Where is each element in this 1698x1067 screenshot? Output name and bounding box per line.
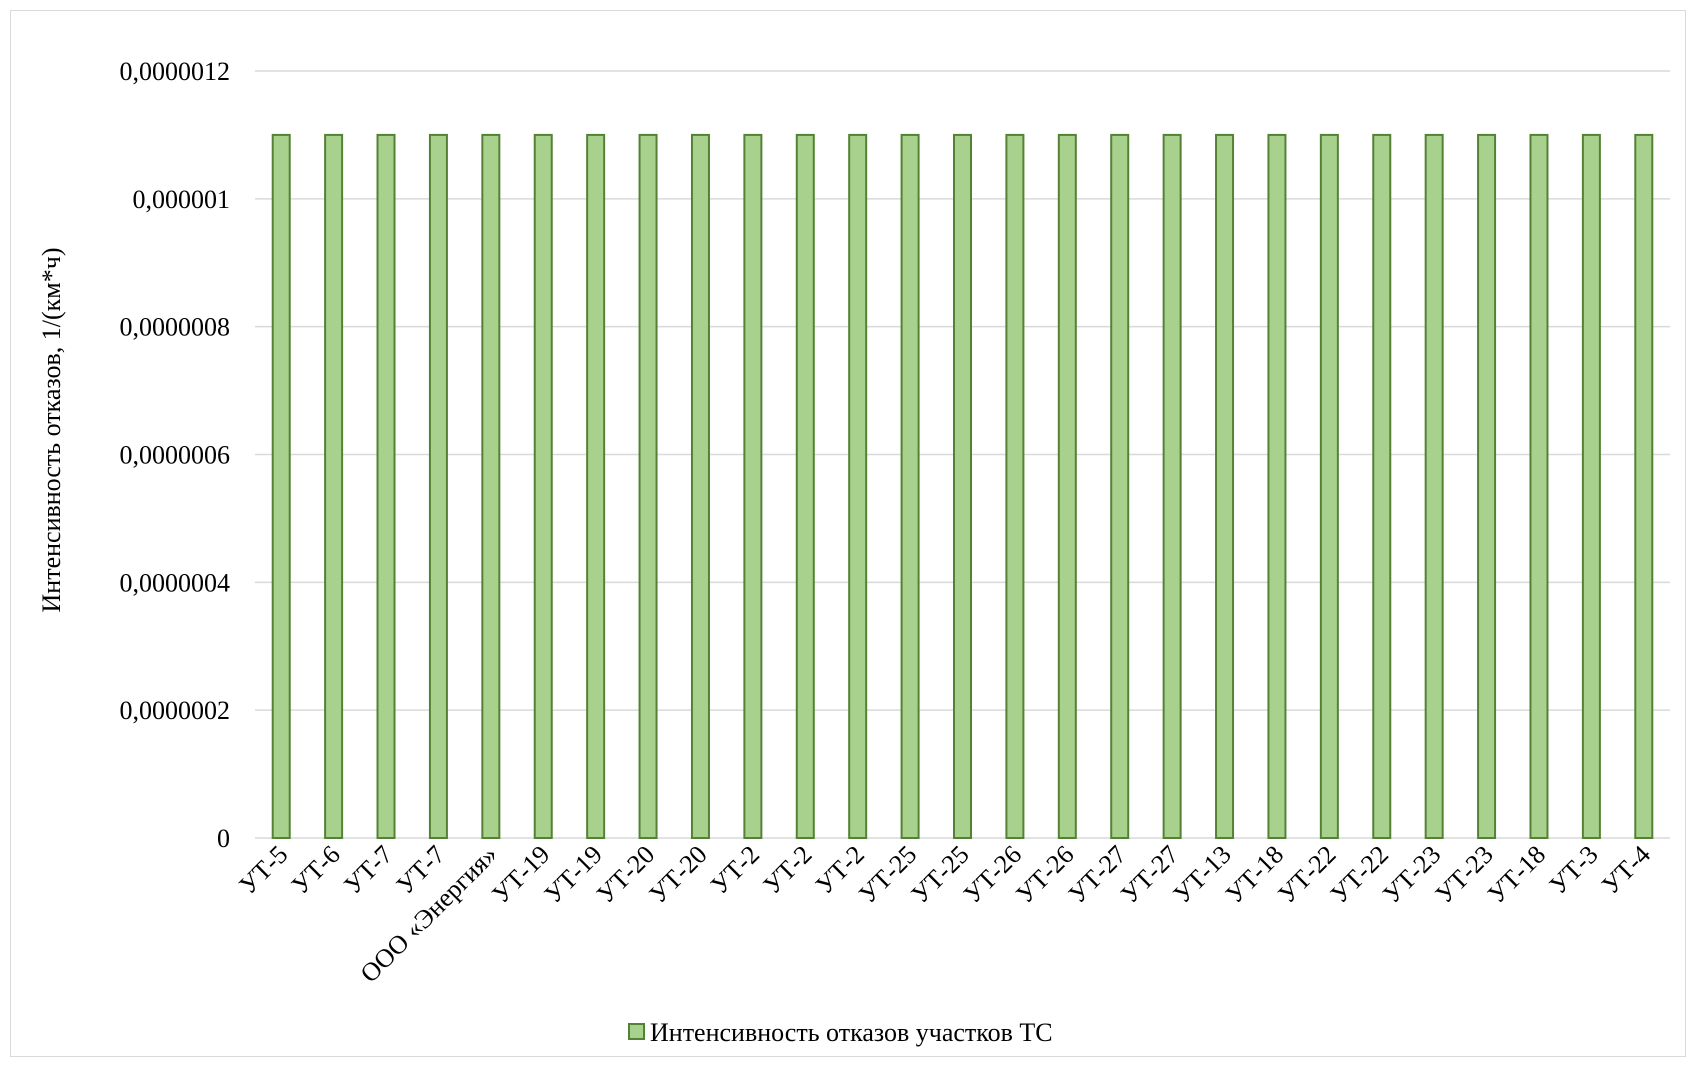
x-tick-label: УТ-7 (338, 840, 398, 900)
x-tick-label: УТ-2 (757, 840, 817, 900)
y-tick-label: 0,000001 (133, 185, 231, 214)
x-tick-label: УТ-18 (1482, 840, 1551, 909)
bar (533, 133, 553, 839)
bar (428, 133, 448, 839)
y-axis-title: Интенсивность отказов, 1/(км*ч) (37, 248, 66, 613)
bar (1162, 133, 1182, 839)
bar (690, 133, 710, 839)
bar (1529, 133, 1549, 839)
x-tick-label: УТ-22 (1272, 840, 1341, 909)
x-tick-label: УТ-4 (1596, 840, 1656, 900)
x-tick-label: УТ-27 (1063, 840, 1132, 909)
bar (586, 133, 606, 839)
bar (324, 133, 344, 839)
x-tick-label: УТ-26 (958, 840, 1027, 909)
x-tick-label: УТ-19 (486, 840, 555, 909)
x-tick-label: УТ-23 (1377, 840, 1446, 909)
x-tick-label: УТ-5 (233, 840, 293, 900)
bar (1477, 133, 1497, 839)
bar (1005, 133, 1025, 839)
legend: Интенсивность отказов участков ТС (628, 1018, 1053, 1047)
bar (1634, 133, 1654, 839)
bar (376, 133, 396, 839)
bar (1581, 133, 1601, 839)
bar (795, 133, 815, 839)
bar (1372, 133, 1392, 839)
x-tick-label: УТ-20 (643, 840, 712, 909)
x-tick-label: УТ-22 (1325, 840, 1394, 909)
bar (638, 133, 658, 839)
x-tick-label: УТ-2 (705, 840, 765, 900)
x-tick-label: УТ-27 (1115, 840, 1184, 909)
legend-swatch (628, 1023, 645, 1040)
bars (271, 133, 1654, 839)
bar (1424, 133, 1444, 839)
y-tick-label: 0,0000002 (120, 696, 231, 725)
y-tick-label: 0,0000008 (120, 313, 231, 342)
y-tick-label: 0,0000012 (120, 57, 231, 86)
bar (481, 133, 501, 839)
x-tick-label: УТ-13 (1168, 840, 1237, 909)
x-tick-label: УТ-23 (1430, 840, 1499, 909)
bar (271, 133, 291, 839)
y-axis-tick-labels: 0 0,0000002 0,0000004 0,0000006 0,0000008 0,0… (120, 57, 231, 853)
y-tick-label: 0,0000006 (120, 441, 231, 470)
bar (1057, 133, 1077, 839)
bar (1319, 133, 1339, 839)
x-tick-label: УТ-26 (1010, 840, 1079, 909)
bar (953, 133, 972, 839)
x-tick-label: УТ-25 (905, 840, 974, 909)
x-tick-label: УТ-20 (591, 840, 660, 909)
x-tick-label: УТ-6 (286, 840, 346, 900)
x-tick-label: УТ-25 (853, 840, 922, 909)
bar (1215, 133, 1235, 839)
x-tick-label: УТ-3 (1544, 840, 1604, 900)
bar (848, 133, 868, 839)
y-tick-label: 0,0000004 (120, 568, 231, 597)
legend-label: Интенсивность отказов участков ТС (650, 1018, 1053, 1047)
bar (900, 133, 920, 839)
bar (1267, 133, 1287, 839)
bar (743, 133, 763, 839)
x-tick-label: УТ-18 (1220, 840, 1289, 909)
x-tick-label: УТ-19 (539, 840, 608, 909)
y-tick-label: 0 (217, 824, 230, 853)
bar (1110, 133, 1130, 839)
